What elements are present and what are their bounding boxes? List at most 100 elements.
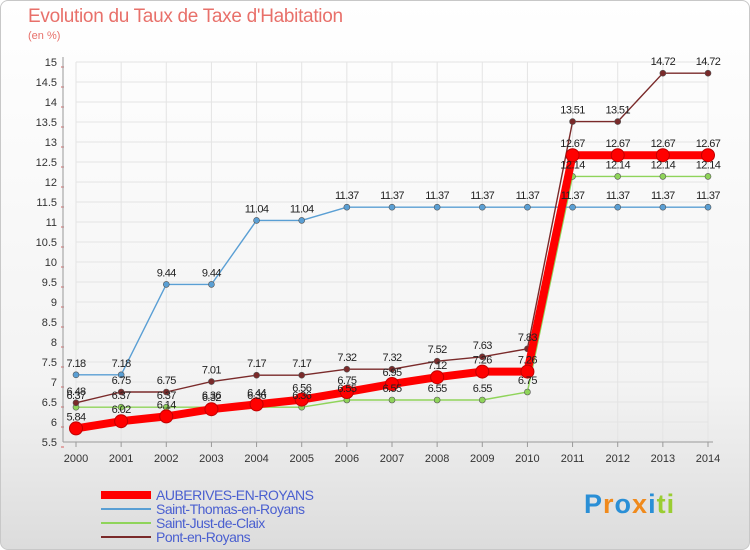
data-point (478, 203, 486, 211)
x-tick-label: 2001 (109, 453, 133, 465)
x-tick-label: 2006 (335, 453, 359, 465)
data-point (298, 371, 306, 379)
chart-subtitle: (en %) (28, 30, 61, 42)
data-point (117, 388, 125, 396)
y-tick-label: 8.5 (42, 317, 57, 329)
y-tick-label: 5.5 (42, 437, 57, 449)
data-label: 7.26 (473, 355, 492, 367)
data-label: 14.72 (651, 56, 676, 68)
data-point (343, 365, 351, 373)
data-label: 6.48 (66, 386, 85, 398)
legend-label: Pont-en-Royans (156, 529, 251, 545)
chart-title: Evolution du Taux de Taxe d'Habitation (28, 6, 343, 27)
data-label: 6.75 (518, 375, 537, 387)
data-point (298, 217, 306, 224)
data-point (204, 402, 219, 417)
data-point (430, 370, 445, 385)
logo-letter: t (656, 489, 667, 519)
data-label: 7.63 (473, 340, 492, 352)
data-point (524, 203, 531, 211)
data-label: 11.37 (335, 190, 359, 202)
data-label: 7.32 (337, 352, 356, 364)
data-point (249, 397, 264, 412)
data-point (659, 203, 667, 211)
y-tick-label: 11.5 (36, 197, 57, 209)
data-point (614, 203, 622, 211)
x-tick-label: 2003 (199, 453, 223, 465)
legend-label: Saint-Just-de-Claix (156, 515, 265, 531)
data-label: 11.04 (290, 203, 314, 215)
logo-letter: r (603, 489, 615, 519)
data-labels: 6.37 6.37 6.37 6.36 6.36 6.36 6.55 6.55 6.55 6.55… (66, 56, 721, 423)
y-tick-label: 12.5 (36, 157, 57, 169)
legend-label: Saint-Thomas-en-Royans (156, 501, 305, 517)
data-label: 12.67 (605, 138, 630, 150)
x-tick-label: 2009 (470, 453, 494, 465)
x-tick-label: 2014 (696, 453, 720, 465)
data-label: 12.67 (696, 138, 721, 150)
legend-swatch (101, 522, 151, 524)
data-point (659, 69, 667, 77)
data-label: 6.36 (247, 390, 266, 402)
legend-swatch (101, 491, 151, 499)
data-point (524, 388, 531, 396)
data-label: 6.02 (112, 404, 131, 416)
data-point (704, 69, 712, 77)
data-label: 11.37 (606, 190, 630, 202)
data-point (253, 217, 260, 224)
data-point (704, 173, 712, 180)
y-tick-label: 15 (45, 57, 57, 69)
data-point (614, 173, 622, 180)
data-point (701, 148, 715, 163)
x-tick-label: 2012 (605, 453, 629, 465)
data-point (72, 371, 80, 379)
data-point (388, 203, 396, 211)
data-point (117, 371, 125, 379)
data-point (117, 403, 125, 411)
data-label: 6.55 (473, 383, 492, 395)
data-point (614, 118, 622, 125)
data-label: 6.55 (382, 383, 401, 395)
data-label: 12.14 (651, 159, 676, 171)
x-tick-label: 2011 (561, 453, 585, 465)
data-label: 7.01 (202, 365, 221, 377)
data-label: 6.14 (157, 399, 176, 411)
data-label: 6.37 (112, 390, 131, 402)
y-tick-label: 13 (45, 137, 57, 149)
proxiti-logo: Proxiti (584, 489, 675, 520)
data-point (159, 409, 174, 424)
data-label: 6.55 (428, 383, 447, 395)
data-point (162, 388, 170, 396)
data-point (478, 396, 486, 404)
data-point (162, 281, 170, 288)
x-tick-label: 2000 (64, 453, 88, 465)
data-label: 7.18 (112, 358, 131, 370)
x-tick-label: 2004 (244, 453, 268, 465)
data-label: 12.14 (696, 159, 721, 171)
data-point (433, 396, 441, 404)
data-label: 7.52 (428, 344, 447, 356)
y-tick-label: 7.5 (42, 357, 57, 369)
legend-swatch (101, 508, 151, 510)
data-label: 6.36 (202, 390, 221, 402)
data-point (114, 414, 129, 429)
x-tick-label: 2002 (154, 453, 178, 465)
data-label: 6.55 (337, 383, 356, 395)
data-label: 11.37 (696, 190, 720, 202)
data-label: 7.12 (428, 360, 447, 372)
axes: 5.5 6 6.5 7 7.5 8 8.5 9 9.5 10 10.5 11 11.5 12 12.5 13 1… (36, 57, 720, 465)
data-point (569, 203, 576, 211)
data-label: 12.14 (560, 159, 585, 171)
data-point (208, 281, 215, 288)
logo-letter: P (584, 489, 604, 519)
data-point (72, 399, 80, 407)
data-label: 6.37 (157, 390, 176, 402)
y-tick-label: 10 (45, 257, 57, 269)
data-point (343, 203, 351, 211)
data-label: 11.37 (425, 190, 449, 202)
data-point (388, 396, 396, 404)
data-point (253, 371, 260, 379)
y-tick-label: 12 (45, 177, 57, 189)
data-label: 6.75 (157, 375, 176, 387)
